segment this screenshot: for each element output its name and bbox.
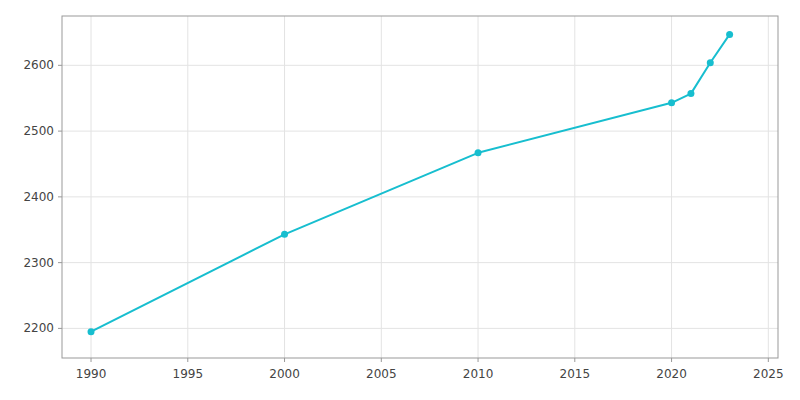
grid-line-x <box>91 16 92 358</box>
x-tick-label: 2025 <box>753 367 784 381</box>
y-tick <box>58 328 62 329</box>
grid-line-x <box>574 16 575 358</box>
page: {"chart_data": {"type": "line", "x": [19… <box>0 0 800 400</box>
marker <box>707 59 714 66</box>
y-tick <box>58 262 62 263</box>
x-tick-label: 2020 <box>656 367 687 381</box>
y-tick-label: 2600 <box>23 58 54 72</box>
x-tick <box>768 358 769 362</box>
x-tick-label: 2000 <box>269 367 300 381</box>
axes: 1990 1995 2000 2005 2010 2015 2020 2025 2200 2300… <box>23 58 783 381</box>
marker <box>668 99 675 106</box>
grid-line-x <box>381 16 382 358</box>
grid <box>62 16 778 358</box>
x-tick <box>671 358 672 362</box>
x-tick-label: 2005 <box>366 367 397 381</box>
x-tick <box>187 358 188 362</box>
plot-frame <box>62 16 778 358</box>
grid-line-x <box>768 16 769 358</box>
grid-line-x <box>671 16 672 358</box>
grid-line-x <box>187 16 188 358</box>
x-tick <box>284 358 285 362</box>
line <box>91 34 730 331</box>
marker <box>475 149 482 156</box>
y-tick-label: 2300 <box>23 256 54 270</box>
x-tick-label: 1990 <box>76 367 107 381</box>
grid-line-y <box>62 131 778 132</box>
x-tick-label: 1995 <box>173 367 204 381</box>
grid-line-x <box>478 16 479 358</box>
y-tick <box>58 65 62 66</box>
marker <box>281 231 288 238</box>
grid-line-y <box>62 196 778 197</box>
data <box>88 31 734 335</box>
y-tick <box>58 131 62 132</box>
marker <box>88 328 95 335</box>
marker <box>726 31 733 38</box>
marker <box>687 90 694 97</box>
grid-line-x <box>284 16 285 358</box>
x-tick <box>91 358 92 362</box>
y-tick <box>58 196 62 197</box>
chart: 1990 1995 2000 2005 2010 2015 2020 2025 2200 2300… <box>0 0 800 400</box>
x-tick <box>574 358 575 362</box>
grid-line-y <box>62 262 778 263</box>
x-tick-label: 2010 <box>463 367 494 381</box>
y-tick-label: 2500 <box>23 124 54 138</box>
x-tick <box>381 358 382 362</box>
x-tick <box>478 358 479 362</box>
x-tick-label: 2015 <box>560 367 591 381</box>
y-tick-label: 2400 <box>23 190 54 204</box>
chart-container: 1990 1995 2000 2005 2010 2015 2020 2025 2200 2300… <box>0 0 800 400</box>
grid-line-y <box>62 65 778 66</box>
grid-line-y <box>62 328 778 329</box>
y-tick-label: 2200 <box>23 321 54 335</box>
